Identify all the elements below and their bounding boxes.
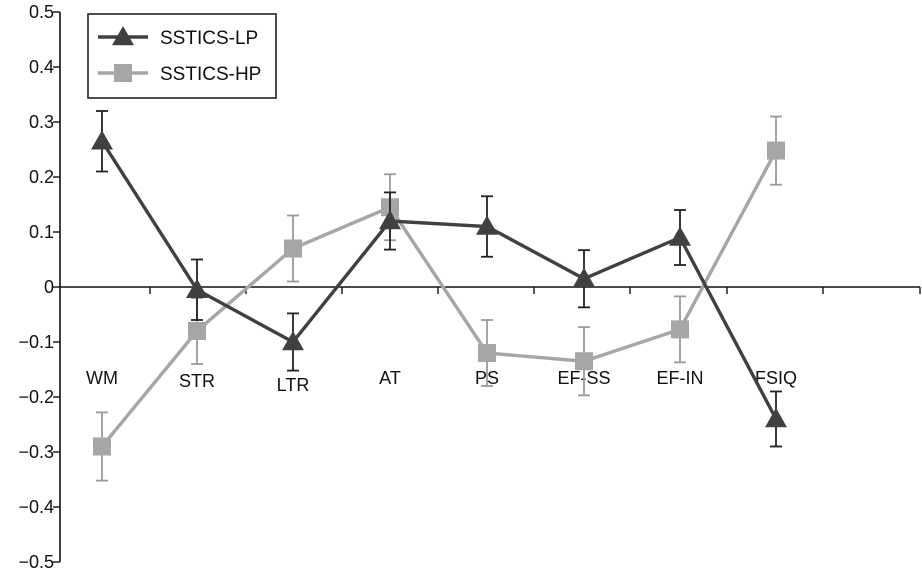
y-tick-label: 0.5: [29, 2, 54, 22]
category-label: EF-IN: [657, 368, 704, 388]
series-line: [100, 140, 778, 420]
data-point-square: [93, 437, 111, 456]
series-line: [100, 149, 778, 448]
data-point-square: [767, 141, 785, 160]
y-tick-label: −0.2: [18, 387, 54, 407]
data-point-triangle: [282, 331, 304, 351]
data-point-square: [478, 344, 496, 362]
category-labels: WM STR LTR AT PS EF-SS EF-IN FSIQ: [86, 368, 797, 395]
data-point-triangle: [379, 210, 401, 230]
y-tick-label: 0.3: [29, 112, 54, 132]
y-tick-label: 0.4: [29, 57, 54, 77]
y-axis-ticks: 0.5 0.4 0.3 0.2 0.1 0 −0.1 −0.2 −0.3 −0.4 −0.5: [18, 2, 60, 572]
category-label: WM: [86, 368, 118, 388]
data-point-triangle: [91, 130, 113, 150]
y-tick-label: −0.4: [18, 497, 54, 517]
legend: SSTICS-LP SSTICS-HP: [87, 13, 277, 99]
legend-marker-triangle: [112, 26, 134, 46]
data-point-triangle: [476, 215, 498, 235]
data-point-triangle: [573, 267, 595, 287]
y-tick-label: −0.3: [18, 442, 54, 462]
y-tick-label: 0.1: [29, 222, 54, 242]
data-point-square: [671, 320, 689, 339]
y-tick-label: −0.1: [18, 332, 54, 352]
legend-marker-square: [114, 64, 132, 82]
series-layer: [91, 110, 787, 482]
data-point-square: [284, 239, 302, 258]
data-point-square: [575, 352, 593, 371]
category-label: STR: [179, 371, 215, 391]
data-point-square: [188, 322, 206, 340]
legend-label: SSTICS-HP: [160, 64, 261, 85]
data-point-triangle: [669, 226, 691, 246]
legend-label: SSTICS-LP: [160, 28, 258, 49]
y-tick-label: 0.2: [29, 167, 54, 187]
data-point-triangle: [186, 278, 208, 298]
category-label: AT: [379, 368, 401, 388]
y-tick-label: 0: [44, 277, 54, 297]
category-label: FSIQ: [755, 368, 797, 388]
category-label: LTR: [277, 375, 310, 395]
data-point-triangle: [765, 408, 787, 428]
legend-items: SSTICS-LP SSTICS-HP: [98, 26, 261, 85]
y-tick-label: −0.5: [18, 552, 54, 572]
series-sstics-lp: [91, 110, 787, 448]
legend-box: [87, 13, 277, 99]
